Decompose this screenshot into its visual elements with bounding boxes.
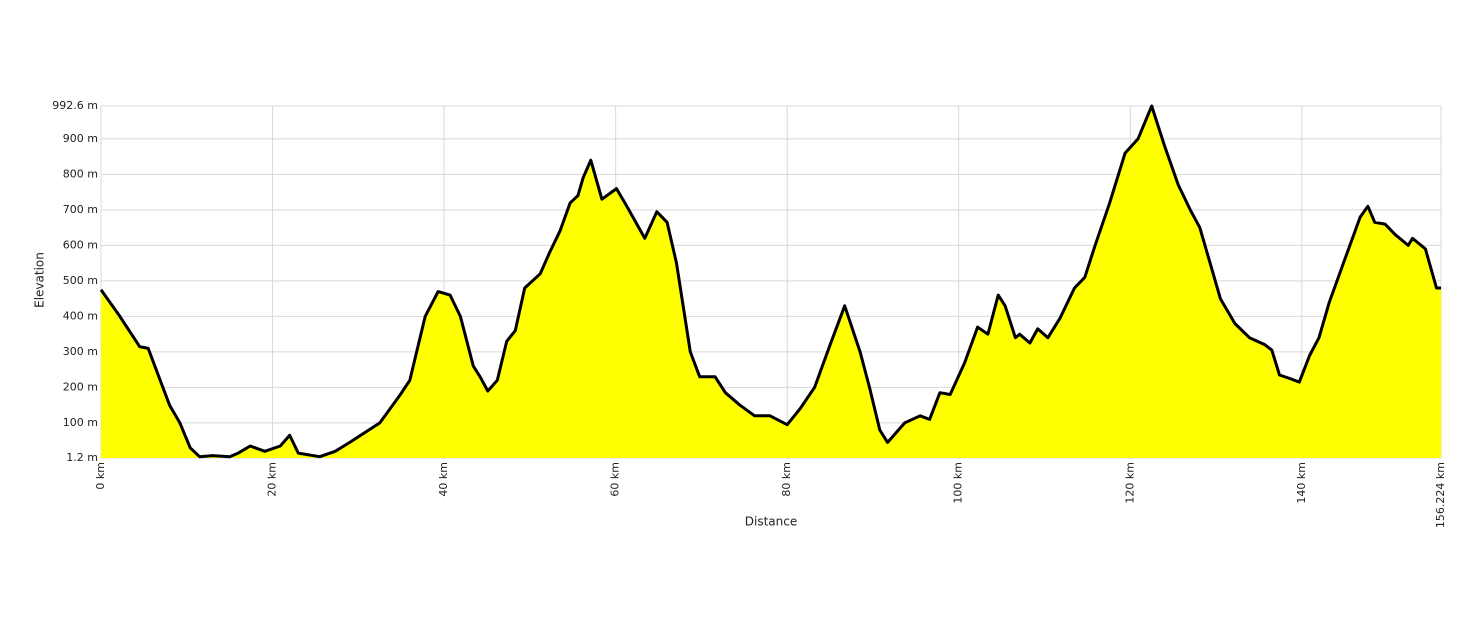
y-tick-label: 900 m <box>63 132 98 145</box>
y-tick-label: 600 m <box>63 238 98 251</box>
y-tick-label: 1.2 m <box>66 451 98 464</box>
elevation-line <box>99 104 1441 459</box>
y-tick-label: 400 m <box>63 309 98 322</box>
area-fill <box>101 106 1441 458</box>
x-tick-label: 140 km <box>1295 462 1308 504</box>
y-tick-label: 300 m <box>63 345 98 358</box>
y-tick-label: 100 m <box>63 416 98 429</box>
x-tick-label: 80 km <box>780 462 793 497</box>
y-axis-title: Elevation <box>33 252 47 308</box>
x-tick-label: 156.224 km <box>1434 462 1447 528</box>
x-tick-label: 0 km <box>94 462 107 490</box>
x-tick-label: 20 km <box>266 462 279 497</box>
x-tick-label: 60 km <box>609 462 622 497</box>
y-tick-label: 200 m <box>63 380 98 393</box>
x-axis-title: Distance <box>745 515 797 529</box>
x-tick-label: 100 km <box>952 462 965 504</box>
y-tick-label: 800 m <box>63 167 98 180</box>
x-tick-label: 120 km <box>1123 462 1136 504</box>
x-tick-label: 40 km <box>437 462 450 497</box>
y-tick-label: 700 m <box>63 203 98 216</box>
y-tick-label: 992.6 m <box>52 99 98 112</box>
y-tick-label: 500 m <box>63 274 98 287</box>
